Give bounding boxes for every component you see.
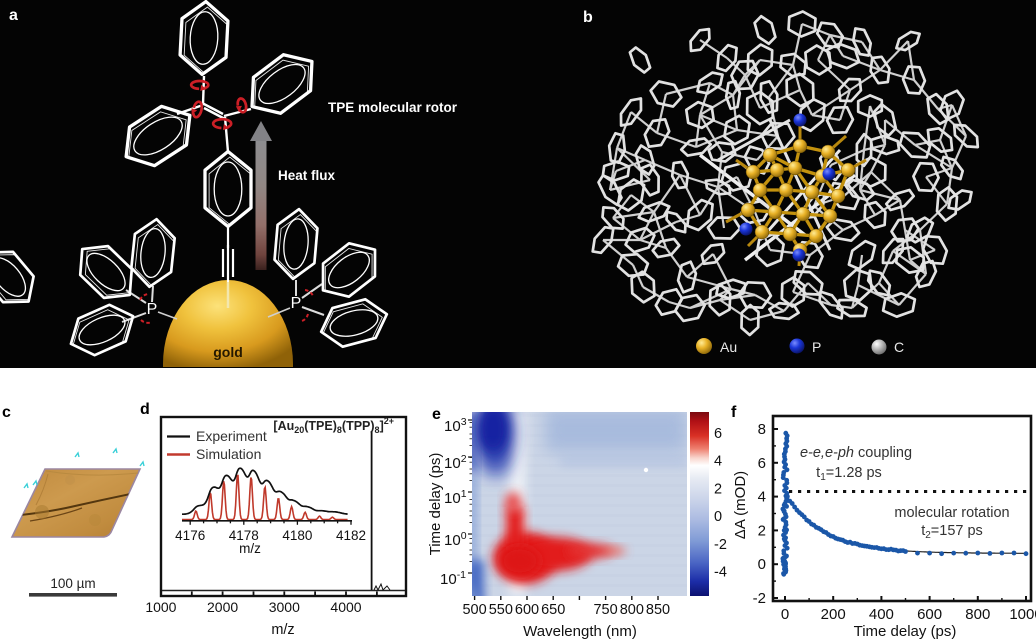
svg-text:f: f: [731, 404, 737, 421]
svg-text:P: P: [291, 295, 302, 312]
svg-text:101: 101: [444, 488, 467, 507]
svg-text:Simulation: Simulation: [196, 446, 261, 462]
svg-text:b: b: [583, 9, 593, 26]
svg-text:100 µm: 100 µm: [50, 576, 95, 591]
svg-text:103: 103: [444, 416, 467, 435]
svg-text:Heat flux: Heat flux: [278, 168, 336, 183]
svg-text:P: P: [812, 339, 821, 355]
svg-text:200: 200: [821, 606, 846, 623]
svg-text:Experiment: Experiment: [196, 428, 267, 444]
svg-text:4182: 4182: [336, 528, 366, 543]
svg-text:4: 4: [714, 454, 722, 470]
svg-text:1000: 1000: [145, 599, 176, 615]
svg-text:t1=1.28 ps: t1=1.28 ps: [816, 465, 882, 483]
svg-text:800: 800: [965, 606, 990, 623]
svg-text:850: 850: [646, 602, 670, 618]
svg-text:550: 550: [489, 602, 513, 618]
svg-text:-4: -4: [714, 565, 727, 581]
svg-text:P: P: [147, 301, 158, 318]
svg-text:2: 2: [758, 522, 766, 539]
svg-text:6: 6: [714, 426, 722, 442]
svg-text:600: 600: [515, 602, 539, 618]
svg-text:10-1: 10-1: [440, 569, 466, 588]
svg-text:8: 8: [758, 421, 766, 438]
svg-text:-2: -2: [714, 537, 727, 553]
svg-text:4178: 4178: [229, 528, 259, 543]
svg-text:ΔA (mOD): ΔA (mOD): [732, 471, 749, 539]
svg-text:0: 0: [758, 556, 766, 573]
svg-text:750: 750: [593, 602, 617, 618]
svg-text:a: a: [9, 7, 18, 24]
svg-text:Time delay (ps): Time delay (ps): [854, 623, 957, 640]
svg-text:0: 0: [714, 509, 722, 525]
svg-text:gold: gold: [213, 344, 243, 360]
svg-text:m/z: m/z: [271, 622, 294, 638]
svg-text:Wavelength (nm): Wavelength (nm): [523, 623, 637, 640]
svg-text:t2=157 ps: t2=157 ps: [921, 523, 983, 541]
svg-text:Au: Au: [720, 339, 737, 355]
svg-text:0: 0: [781, 606, 789, 623]
svg-text:m/z: m/z: [239, 541, 261, 556]
svg-text:102: 102: [444, 453, 467, 472]
svg-text:6: 6: [758, 455, 766, 472]
svg-text:TPE molecular rotor: TPE molecular rotor: [328, 100, 458, 115]
svg-text:e: e: [432, 406, 441, 423]
svg-text:[Au20(TPE)8(TPP)8]2+: [Au20(TPE)8(TPP)8]2+: [273, 416, 394, 435]
svg-text:Time delay (ps): Time delay (ps): [427, 453, 444, 556]
svg-text:2: 2: [714, 481, 722, 497]
svg-text:500: 500: [462, 602, 486, 618]
svg-text:650: 650: [541, 602, 565, 618]
svg-text:-2: -2: [753, 590, 766, 607]
svg-text:4180: 4180: [282, 528, 312, 543]
svg-text:1000: 1000: [1009, 606, 1036, 623]
svg-text:400: 400: [869, 606, 894, 623]
svg-text:600: 600: [917, 606, 942, 623]
svg-text:e-e,e-ph coupling: e-e,e-ph coupling: [800, 445, 912, 461]
svg-text:4176: 4176: [175, 528, 205, 543]
svg-text:4: 4: [758, 489, 766, 506]
svg-text:c: c: [2, 404, 11, 421]
svg-text:800: 800: [620, 602, 644, 618]
svg-text:2000: 2000: [207, 599, 238, 615]
svg-text:d: d: [140, 401, 150, 418]
svg-text:molecular rotation: molecular rotation: [894, 505, 1009, 521]
svg-text:3000: 3000: [269, 599, 300, 615]
svg-text:4000: 4000: [330, 599, 361, 615]
svg-text:100: 100: [444, 530, 467, 549]
svg-text:C: C: [894, 339, 904, 355]
